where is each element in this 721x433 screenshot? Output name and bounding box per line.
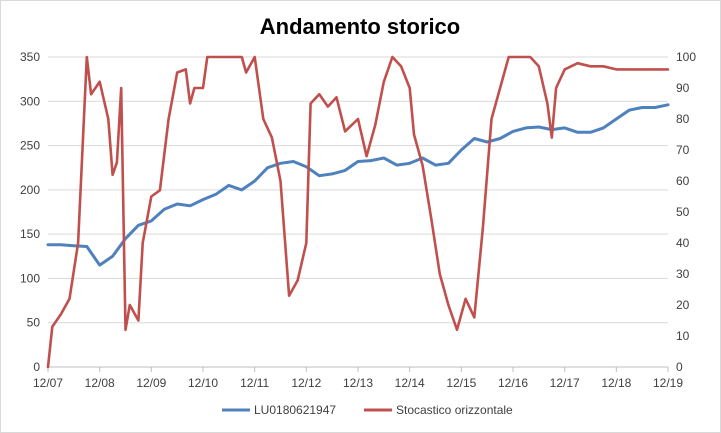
x-tick-label: 12/11 xyxy=(240,376,269,390)
x-tick-label: 12/15 xyxy=(446,376,476,390)
y-right-tick-label: 20 xyxy=(676,298,690,312)
legend: LU0180621947 Stocastico orizzontale xyxy=(222,403,513,417)
x-tick-label: 12/17 xyxy=(550,376,580,390)
y-left-tick-label: 0 xyxy=(33,360,40,374)
x-tick-label: 12/19 xyxy=(653,376,683,390)
x-tick-label: 12/09 xyxy=(136,376,166,390)
x-tick-label: 12/10 xyxy=(188,376,218,390)
y-right-tick-label: 50 xyxy=(676,205,690,219)
x-tick-label: 12/14 xyxy=(395,376,425,390)
series-layer xyxy=(46,55,670,369)
x-tick-label: 12/13 xyxy=(343,376,373,390)
y-left-tick-label: 200 xyxy=(20,183,40,197)
gridlines xyxy=(48,56,668,324)
y-left-tick-label: 50 xyxy=(27,316,41,330)
y-right-tick-label: 90 xyxy=(676,81,690,95)
x-tick-label: 12/18 xyxy=(601,376,631,390)
chart-title: Andamento storico xyxy=(260,14,460,39)
axes: 0 50 100 150 200 250 300 350 0 10 20 30 40 50 60 70 80 90… xyxy=(20,50,696,390)
y-right-tick-label: 100 xyxy=(676,50,696,64)
series-line-2 xyxy=(46,55,670,369)
x-tick-label: 12/07 xyxy=(33,376,63,390)
y-right-tick-label: 80 xyxy=(676,112,690,126)
x-tick-label: 12/08 xyxy=(85,376,115,390)
y-left-tick-label: 100 xyxy=(20,271,40,285)
y-right-tick-label: 40 xyxy=(676,236,690,250)
y-left-tick-label: 150 xyxy=(20,227,40,241)
y-right-tick-label: 60 xyxy=(676,174,690,188)
x-tick-label: 12/12 xyxy=(291,376,321,390)
y-right-tick-label: 30 xyxy=(676,267,690,281)
y-left-tick-label: 300 xyxy=(20,94,40,108)
y-left-tick-label: 250 xyxy=(20,139,40,153)
y-right-tick-label: 70 xyxy=(676,143,690,157)
legend-label-2: Stocastico orizzontale xyxy=(396,403,513,417)
y-right-tick-label: 10 xyxy=(676,329,690,343)
y-left-tick-label: 350 xyxy=(20,50,40,64)
legend-label-1: LU0180621947 xyxy=(254,403,336,417)
series-line-1 xyxy=(46,103,670,267)
x-tick-label: 12/16 xyxy=(498,376,528,390)
y-right-tick-label: 0 xyxy=(676,360,683,374)
